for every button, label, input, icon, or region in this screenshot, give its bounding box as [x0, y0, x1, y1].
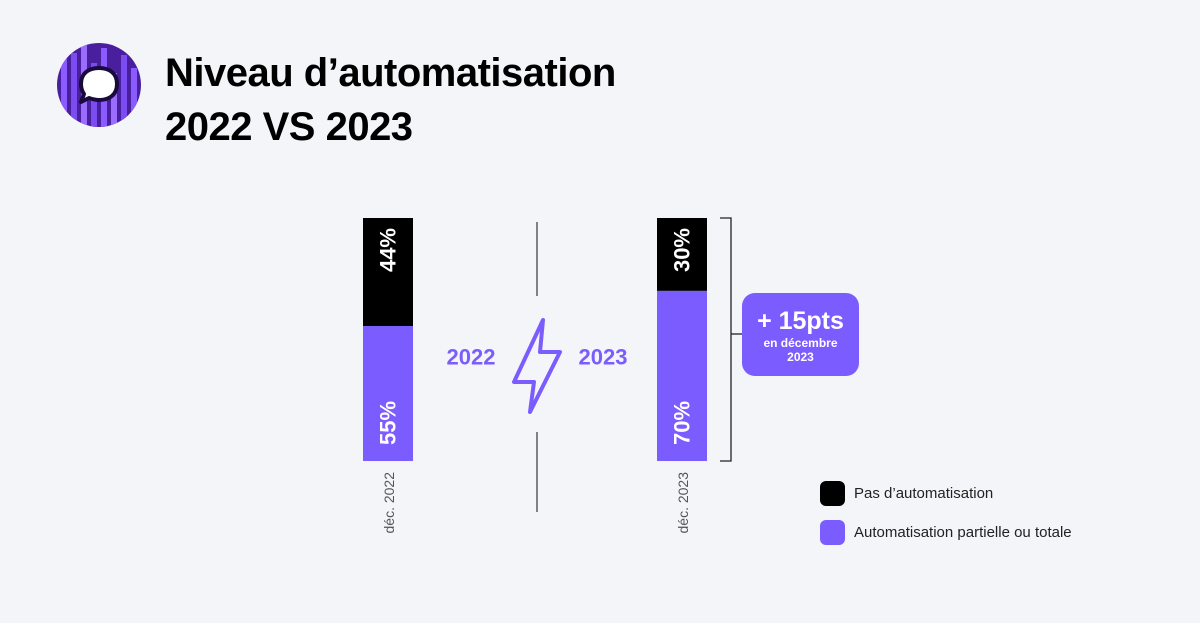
- lightning-icon: [512, 318, 562, 414]
- bar-automated-2023: [657, 290, 707, 461]
- legend-swatch-not-automated: [820, 481, 845, 506]
- category-label-2023: déc. 2023: [675, 472, 691, 534]
- logo: [57, 43, 141, 127]
- legend-label-not-automated: Pas d’automatisation: [854, 485, 994, 502]
- chat-bubble-icon: [79, 66, 119, 104]
- bar-not-automated-2022: [363, 218, 413, 326]
- legend-item-not-automated: Pas d’automatisation: [820, 481, 1072, 506]
- title-line-2: 2022 VS 2023: [165, 105, 413, 149]
- value-label-automated-2022: 55%: [376, 401, 401, 445]
- badge-sub-line-1: en décembre: [763, 336, 838, 350]
- value-label-not-automated-2023: 30%: [670, 228, 695, 272]
- bar-not-automated-2023: [657, 218, 707, 291]
- badge-sub-line-2: 2023: [787, 350, 814, 364]
- increase-badge: + 15pts en décembre 2023: [742, 293, 859, 376]
- year-label-2023: 2023: [579, 345, 628, 370]
- legend-swatch-automated: [820, 520, 845, 545]
- title-line-1: Niveau d’automatisation: [165, 51, 616, 95]
- page-title: Niveau d’automatisation 2022 VS 2023: [165, 46, 616, 154]
- bracket: [720, 217, 732, 462]
- value-label-not-automated-2022: 44%: [376, 228, 401, 272]
- legend-label-automated: Automatisation partielle ou totale: [854, 524, 1072, 541]
- legend: Pas d’automatisation Automatisation part…: [820, 481, 1072, 559]
- bar-automated-2022: [363, 326, 413, 461]
- badge-main-text: + 15pts: [757, 307, 844, 335]
- category-label-2022: déc. 2022: [381, 472, 397, 534]
- value-label-automated-2023: 70%: [670, 401, 695, 445]
- legend-item-automated: Automatisation partielle ou totale: [820, 520, 1072, 545]
- year-label-2022: 2022: [447, 345, 496, 370]
